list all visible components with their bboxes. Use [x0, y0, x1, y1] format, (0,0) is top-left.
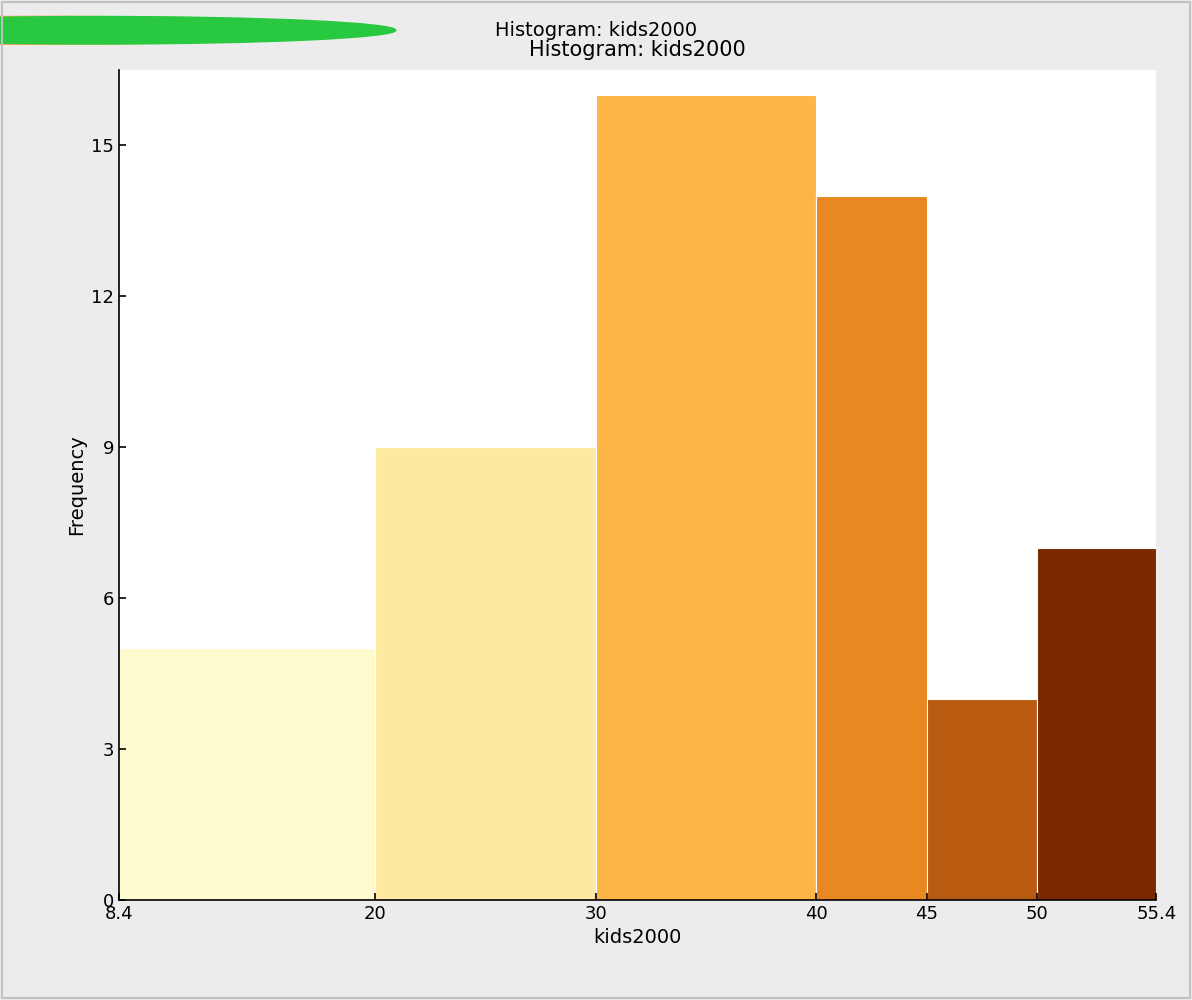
Bar	[1037, 548, 1156, 900]
Title: Histogram: kids2000: Histogram: kids2000	[529, 40, 746, 60]
X-axis label: kids2000: kids2000	[594, 928, 682, 947]
Circle shape	[0, 16, 364, 44]
Bar	[596, 95, 817, 900]
Bar	[375, 447, 596, 900]
Bar	[817, 196, 926, 900]
Text: Histogram: kids2000: Histogram: kids2000	[495, 21, 697, 40]
Y-axis label: Frequency: Frequency	[67, 435, 86, 535]
Bar	[926, 699, 1037, 900]
Circle shape	[0, 16, 331, 44]
Bar	[119, 648, 375, 900]
Circle shape	[0, 16, 396, 44]
